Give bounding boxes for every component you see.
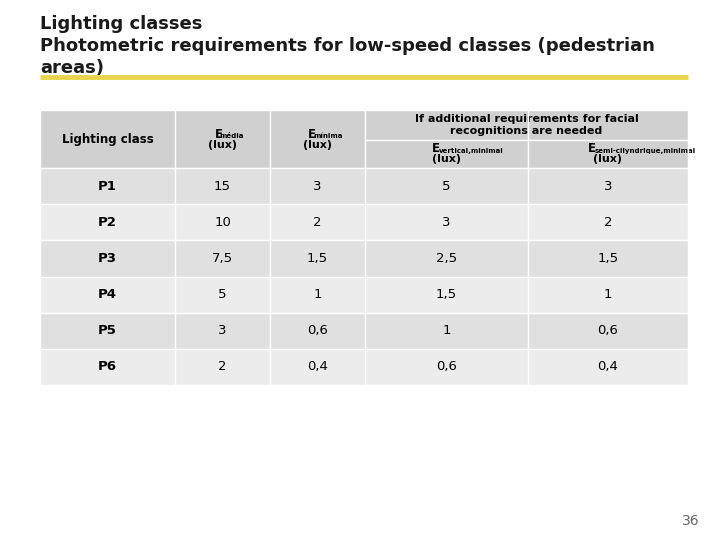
Text: 1: 1 — [604, 288, 612, 301]
Bar — [270, 240, 365, 276]
Text: 7,5: 7,5 — [212, 252, 233, 265]
Text: P5: P5 — [98, 324, 117, 338]
Bar — [40, 349, 175, 385]
Text: (lux): (lux) — [432, 154, 461, 164]
Text: 5: 5 — [218, 288, 227, 301]
Text: E: E — [431, 143, 439, 156]
Text: 0,6: 0,6 — [598, 324, 618, 338]
Bar — [175, 110, 270, 168]
Text: 36: 36 — [683, 514, 700, 528]
Bar — [270, 349, 365, 385]
Bar — [270, 204, 365, 240]
Bar — [528, 349, 688, 385]
Text: 3: 3 — [604, 180, 612, 193]
Bar — [40, 276, 175, 313]
Text: Photometric requirements for low-speed classes (pedestrian: Photometric requirements for low-speed c… — [40, 37, 655, 55]
Bar — [528, 276, 688, 313]
Text: 1: 1 — [442, 324, 451, 338]
Text: (lux): (lux) — [208, 140, 237, 150]
Bar — [270, 313, 365, 349]
Bar — [40, 168, 175, 204]
Bar — [528, 140, 688, 168]
Bar — [40, 313, 175, 349]
Bar — [365, 204, 528, 240]
Text: 2: 2 — [313, 216, 322, 229]
Text: 10: 10 — [214, 216, 231, 229]
Bar — [365, 168, 528, 204]
Bar — [365, 276, 528, 313]
Text: vertical,minimal: vertical,minimal — [438, 148, 503, 154]
Text: 0,4: 0,4 — [598, 360, 618, 374]
Text: E: E — [215, 127, 222, 140]
Text: 1,5: 1,5 — [436, 288, 457, 301]
Bar — [365, 349, 528, 385]
Bar — [528, 168, 688, 204]
Text: média: média — [220, 133, 244, 139]
Text: 1: 1 — [313, 288, 322, 301]
Text: 1,5: 1,5 — [307, 252, 328, 265]
Bar — [175, 204, 270, 240]
Text: P2: P2 — [98, 216, 117, 229]
Bar — [365, 140, 528, 168]
Text: 0,4: 0,4 — [307, 360, 328, 374]
Text: areas): areas) — [40, 59, 104, 77]
Text: 2: 2 — [604, 216, 612, 229]
Text: semi-cilyndrique,minimal: semi-cilyndrique,minimal — [595, 148, 696, 154]
Text: P1: P1 — [98, 180, 117, 193]
Bar — [270, 276, 365, 313]
Bar — [175, 168, 270, 204]
Text: 1,5: 1,5 — [598, 252, 618, 265]
Text: (lux): (lux) — [593, 154, 623, 164]
Bar — [270, 168, 365, 204]
Text: P6: P6 — [98, 360, 117, 374]
Text: E: E — [588, 143, 596, 156]
Bar — [175, 276, 270, 313]
Text: 5: 5 — [442, 180, 451, 193]
Bar — [528, 204, 688, 240]
Text: 3: 3 — [313, 180, 322, 193]
Bar — [40, 204, 175, 240]
Bar — [365, 110, 688, 140]
Bar — [175, 240, 270, 276]
Text: P3: P3 — [98, 252, 117, 265]
Text: (lux): (lux) — [303, 140, 332, 150]
Bar — [365, 240, 528, 276]
Text: 2,5: 2,5 — [436, 252, 457, 265]
Bar — [40, 110, 175, 168]
Text: P4: P4 — [98, 288, 117, 301]
Text: mínima: mínima — [313, 133, 343, 139]
Text: 2: 2 — [218, 360, 227, 374]
Text: If additional requirements for facial
recognitions are needed: If additional requirements for facial re… — [415, 114, 639, 136]
Text: 0,6: 0,6 — [307, 324, 328, 338]
Text: Lighting class: Lighting class — [62, 132, 153, 145]
Text: 0,6: 0,6 — [436, 360, 457, 374]
Bar — [175, 349, 270, 385]
Text: 15: 15 — [214, 180, 231, 193]
Text: E: E — [307, 127, 315, 140]
Bar — [175, 313, 270, 349]
Bar — [528, 313, 688, 349]
Bar — [365, 313, 528, 349]
Bar — [270, 110, 365, 168]
Text: 3: 3 — [442, 216, 451, 229]
Bar — [40, 240, 175, 276]
Text: 3: 3 — [218, 324, 227, 338]
Text: Lighting classes: Lighting classes — [40, 15, 202, 33]
Bar — [528, 240, 688, 276]
